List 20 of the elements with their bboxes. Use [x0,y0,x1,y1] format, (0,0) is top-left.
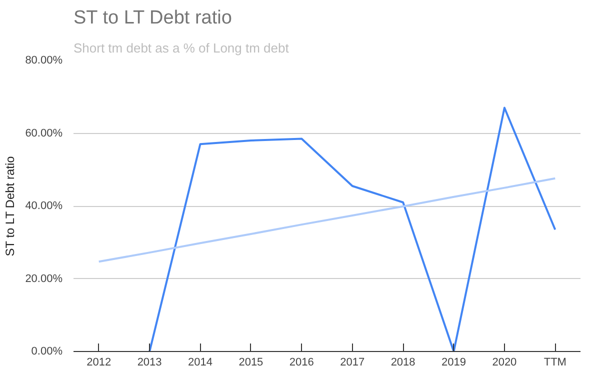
chart-title: ST to LT Debt ratio [74,8,232,28]
line-series [98,177,556,263]
x-tick-label: 2019 [442,356,466,368]
x-tick-label: 2013 [137,356,162,368]
line-series [148,106,556,352]
y-axis-title: ST to LT Debt ratio [3,156,18,256]
x-tick-label: 2012 [86,356,112,368]
x-tick-label: TTM [544,356,566,368]
x-tick-label: 2017 [340,356,365,368]
y-tick-label: 60.00% [25,127,63,140]
x-tick-label: 2018 [390,356,416,368]
x-tick-label: 2014 [188,356,212,368]
y-tick-label: 40.00% [25,200,63,212]
y-tick-label: 0.00% [31,346,63,358]
y-tick-label: 20.00% [25,272,63,285]
y-tick-label: 80.00% [25,54,63,66]
x-tick-label: 2015 [238,356,264,368]
chart-subtitle: Short tm debt as a % of Long tm debt [74,40,290,56]
x-tick-label: 2020 [492,356,517,368]
x-tick-label: 2016 [289,356,314,368]
